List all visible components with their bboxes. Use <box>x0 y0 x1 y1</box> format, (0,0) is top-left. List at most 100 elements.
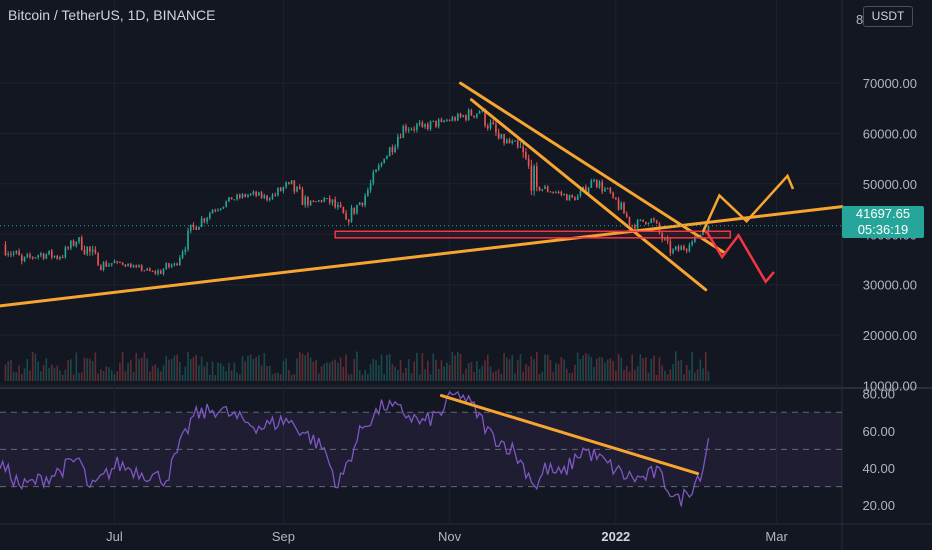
volume-bar <box>519 354 522 381</box>
candle-body <box>495 124 497 133</box>
volume-bar <box>263 353 266 381</box>
candle-body <box>446 120 448 122</box>
volume-bar <box>565 368 568 381</box>
candle-body <box>707 225 710 233</box>
volume-bar <box>680 359 683 381</box>
volume-bar <box>416 352 418 381</box>
candle-body <box>116 261 118 263</box>
volume-bar <box>620 357 623 381</box>
candle-body <box>552 192 554 194</box>
candle-body <box>290 180 293 184</box>
candle-body <box>538 186 541 191</box>
time-tick-label: 2022 <box>601 529 630 544</box>
volume-bar <box>655 374 658 381</box>
candle-body <box>94 249 97 254</box>
volume-bar <box>100 369 102 381</box>
candle-body <box>666 238 669 242</box>
currency-badge[interactable]: USDT <box>863 6 913 27</box>
volume-bar <box>587 354 590 381</box>
candle-body <box>249 194 252 195</box>
volume-bar <box>334 359 336 381</box>
candle-body <box>623 202 625 214</box>
time-tick-label: Nov <box>438 529 462 544</box>
candle-body <box>617 199 620 210</box>
volume-bar <box>563 359 565 381</box>
candle-body <box>29 254 31 257</box>
volume-bar <box>612 360 614 381</box>
volume-bar <box>225 371 227 381</box>
candle-body <box>187 230 189 250</box>
candle-body <box>181 251 184 258</box>
candle-body <box>315 201 317 203</box>
candle-body <box>557 191 560 193</box>
candle-body <box>644 221 647 224</box>
candlestick-series <box>4 108 710 276</box>
volume-bar <box>397 370 399 381</box>
symbol-title[interactable]: Bitcoin / TetherUS, 1D, BINANCE <box>8 7 216 23</box>
candle-body <box>184 249 187 252</box>
volume-bar <box>129 359 132 381</box>
candle-body <box>525 152 527 159</box>
candle-body <box>277 187 279 196</box>
candle-body <box>296 186 298 192</box>
candle-body <box>473 115 475 118</box>
volume-bar <box>143 352 146 381</box>
price-tick-label: 20000.00 <box>863 328 917 343</box>
candle-body <box>653 218 655 221</box>
volume-bar <box>149 371 151 381</box>
price-tick-label: 50000.00 <box>863 177 917 192</box>
candle-body <box>37 255 39 258</box>
volume-bar <box>132 371 135 381</box>
volume-bar <box>451 351 454 381</box>
volume-bar <box>609 358 612 381</box>
volume-bar <box>525 364 527 381</box>
candle-body <box>86 246 89 254</box>
candle-body <box>83 249 86 254</box>
bar-countdown: 05:36:19 <box>857 222 909 237</box>
volume-bar <box>135 352 138 381</box>
volume-bar <box>271 374 274 381</box>
volume-bar <box>116 371 118 381</box>
candle-body <box>574 197 576 201</box>
candle-body <box>10 253 12 255</box>
candle-body <box>636 220 639 229</box>
volume-bar <box>486 354 489 381</box>
candle-body <box>78 237 80 243</box>
candle-body <box>165 263 168 270</box>
volume-bar <box>7 361 9 381</box>
candle-body <box>206 217 208 222</box>
candle-body <box>416 124 418 130</box>
candle-body <box>664 238 666 240</box>
candle-body <box>339 204 342 208</box>
candle-body <box>579 190 582 196</box>
time-axis[interactable]: Jul Sep Nov 2022 Mar <box>106 529 788 544</box>
volume-bar <box>470 362 473 381</box>
support-zone <box>334 230 732 239</box>
volume-bar <box>10 359 12 381</box>
volume-bar <box>80 372 83 381</box>
rsi-trendline <box>439 394 700 476</box>
price-axis[interactable]: 70000.0060000.0050000.0040000.0030000.00… <box>856 12 917 393</box>
volume-bar <box>544 354 546 381</box>
candle-body <box>331 199 334 203</box>
candle-body <box>12 253 15 255</box>
candle-body <box>72 240 75 246</box>
volume-bar <box>644 357 647 381</box>
candle-body <box>268 198 271 201</box>
volume-bar <box>203 366 206 381</box>
volume-bar <box>301 353 304 381</box>
candle-body <box>20 255 23 262</box>
volume-bar <box>522 371 525 381</box>
candle-body <box>454 117 456 121</box>
candle-body <box>157 270 159 274</box>
volume-bar <box>42 364 45 381</box>
candle-body <box>380 163 383 166</box>
volume-bar <box>549 360 552 381</box>
volume-bar <box>260 365 263 381</box>
rsi-axis[interactable]: 80.00 60.00 40.00 20.00 <box>862 387 895 513</box>
candle-body <box>358 202 361 206</box>
candle-body <box>506 139 508 144</box>
volume-bar <box>238 374 241 381</box>
volume-bar <box>347 374 350 381</box>
